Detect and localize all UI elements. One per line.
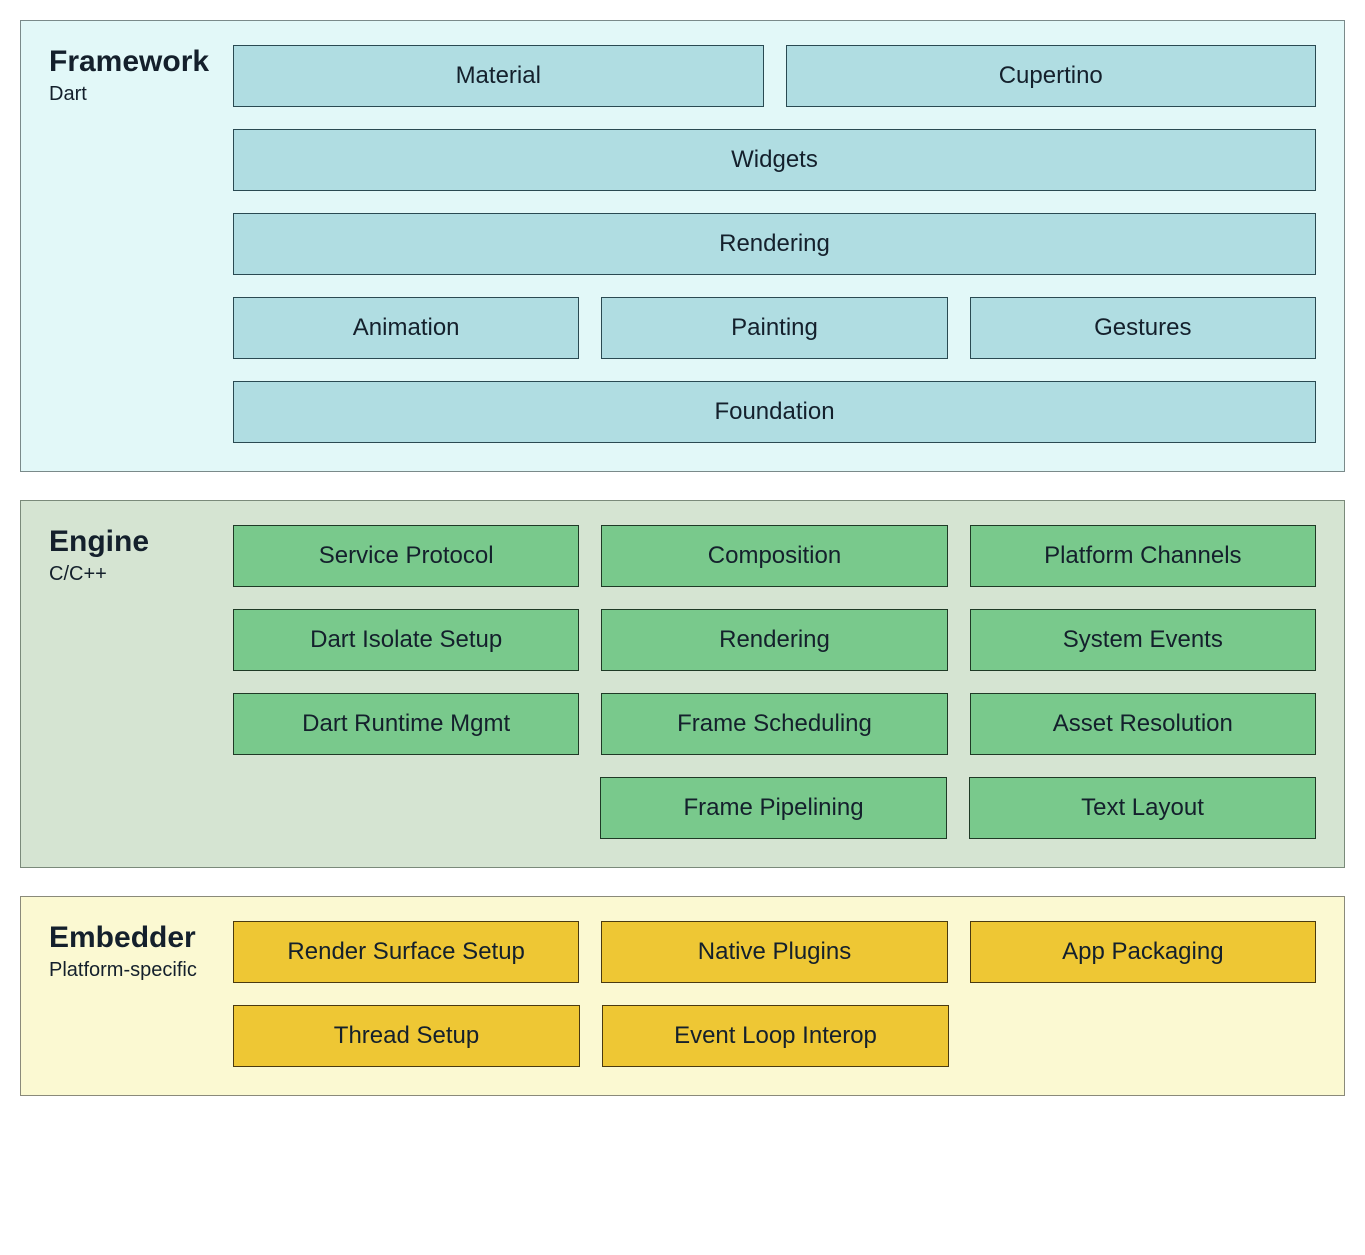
section-header-framework: Framework Dart — [49, 45, 209, 443]
layer-row: Rendering — [233, 213, 1316, 275]
layer-box-empty — [233, 777, 578, 839]
section-title: Framework — [49, 45, 209, 79]
section-embedder: Embedder Platform-specific Render Surface … — [20, 896, 1345, 1096]
layer-box: Platform Channels — [970, 525, 1316, 587]
section-body-framework: Material Cupertino Widgets Rendering Animati… — [233, 45, 1316, 443]
layer-box: Render Surface Setup — [233, 921, 579, 983]
section-subtitle: Dart — [49, 83, 209, 106]
layer-row: Frame Pipelining Text Layout — [233, 777, 1316, 839]
layer-box: Dart Runtime Mgmt — [233, 693, 579, 755]
section-header-embedder: Embedder Platform-specific — [49, 921, 209, 1067]
layer-box: Composition — [601, 525, 947, 587]
layer-box: Thread Setup — [233, 1005, 580, 1067]
layer-box: App Packaging — [970, 921, 1316, 983]
layer-box: Frame Scheduling — [601, 693, 947, 755]
section-framework: Framework Dart Material Cupertino Widgets Ren… — [20, 20, 1345, 472]
section-body-engine: Service Protocol Composition Platform Chan… — [233, 525, 1316, 839]
layer-box: Rendering — [233, 213, 1316, 275]
section-header-engine: Engine C/C++ — [49, 525, 209, 839]
layer-box: Animation — [233, 297, 579, 359]
layer-box: Foundation — [233, 381, 1316, 443]
layer-box: Rendering — [601, 609, 947, 671]
layer-row: Widgets — [233, 129, 1316, 191]
section-engine: Engine C/C++ Service Protocol Composition Pl… — [20, 500, 1345, 868]
layer-box: System Events — [970, 609, 1316, 671]
layer-box: Asset Resolution — [970, 693, 1316, 755]
layer-box-empty — [971, 1005, 1316, 1067]
layer-row: Foundation — [233, 381, 1316, 443]
layer-row: Render Surface Setup Native Plugins App Pa… — [233, 921, 1316, 983]
layer-row: Animation Painting Gestures — [233, 297, 1316, 359]
section-subtitle: C/C++ — [49, 563, 209, 586]
layer-row: Material Cupertino — [233, 45, 1316, 107]
layer-box: Native Plugins — [601, 921, 947, 983]
layer-row: Dart Runtime Mgmt Frame Scheduling Asset R… — [233, 693, 1316, 755]
layer-box: Painting — [601, 297, 947, 359]
architecture-diagram: Framework Dart Material Cupertino Widgets Ren… — [20, 20, 1345, 1096]
layer-box: Frame Pipelining — [600, 777, 947, 839]
layer-box: Dart Isolate Setup — [233, 609, 579, 671]
section-title: Embedder — [49, 921, 209, 955]
layer-box: Gestures — [970, 297, 1316, 359]
layer-box: Event Loop Interop — [602, 1005, 949, 1067]
layer-row: Dart Isolate Setup Rendering System Events — [233, 609, 1316, 671]
section-body-embedder: Render Surface Setup Native Plugins App Pa… — [233, 921, 1316, 1067]
layer-row: Thread Setup Event Loop Interop — [233, 1005, 1316, 1067]
layer-box: Cupertino — [786, 45, 1317, 107]
layer-box: Text Layout — [969, 777, 1316, 839]
layer-box: Material — [233, 45, 764, 107]
layer-box: Widgets — [233, 129, 1316, 191]
section-title: Engine — [49, 525, 209, 559]
layer-box: Service Protocol — [233, 525, 579, 587]
layer-row: Service Protocol Composition Platform Chan… — [233, 525, 1316, 587]
section-subtitle: Platform-specific — [49, 959, 209, 982]
